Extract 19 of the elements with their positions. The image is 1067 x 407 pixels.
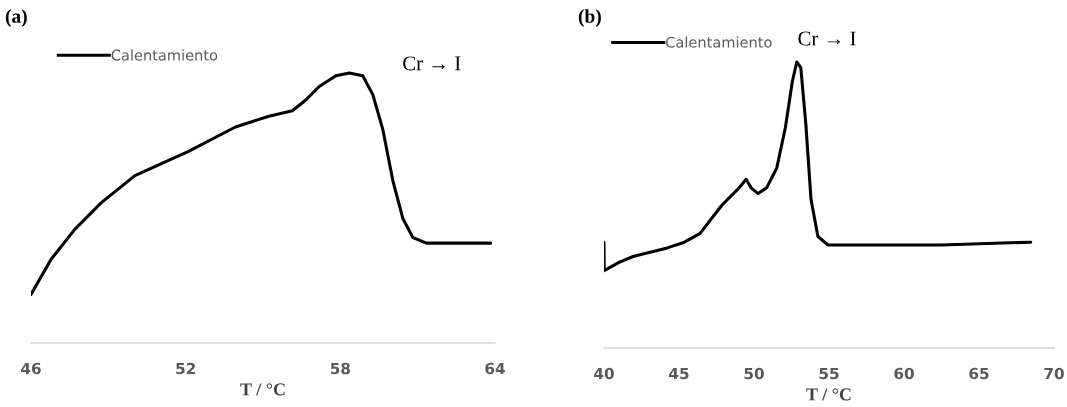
x-tick-label: 58 <box>330 362 351 375</box>
x-tick-label: 40 <box>594 367 614 380</box>
chart-title: (b) <box>578 9 601 27</box>
x-tick-label: 52 <box>176 362 195 375</box>
x-axis-title: T / °C <box>806 388 851 401</box>
text: Cr → I <box>798 31 856 46</box>
legend-label: Calentamiento <box>666 36 772 48</box>
x-tick-label: 45 <box>669 367 689 380</box>
x-tick-label: 46 <box>21 362 41 375</box>
x-tick-label: 60 <box>894 367 914 380</box>
x-tick-label: 50 <box>744 367 764 380</box>
legend-label: Calentamiento <box>111 49 218 61</box>
text: Cr → I <box>403 56 461 71</box>
chart-title: (a) <box>5 9 27 27</box>
x-tick-label: 70 <box>1044 367 1064 380</box>
x-tick-label: 64 <box>485 362 505 375</box>
x-tick-label: 65 <box>969 367 989 380</box>
x-axis-title: T / °C <box>240 383 285 396</box>
x-tick-label: 55 <box>819 367 839 380</box>
